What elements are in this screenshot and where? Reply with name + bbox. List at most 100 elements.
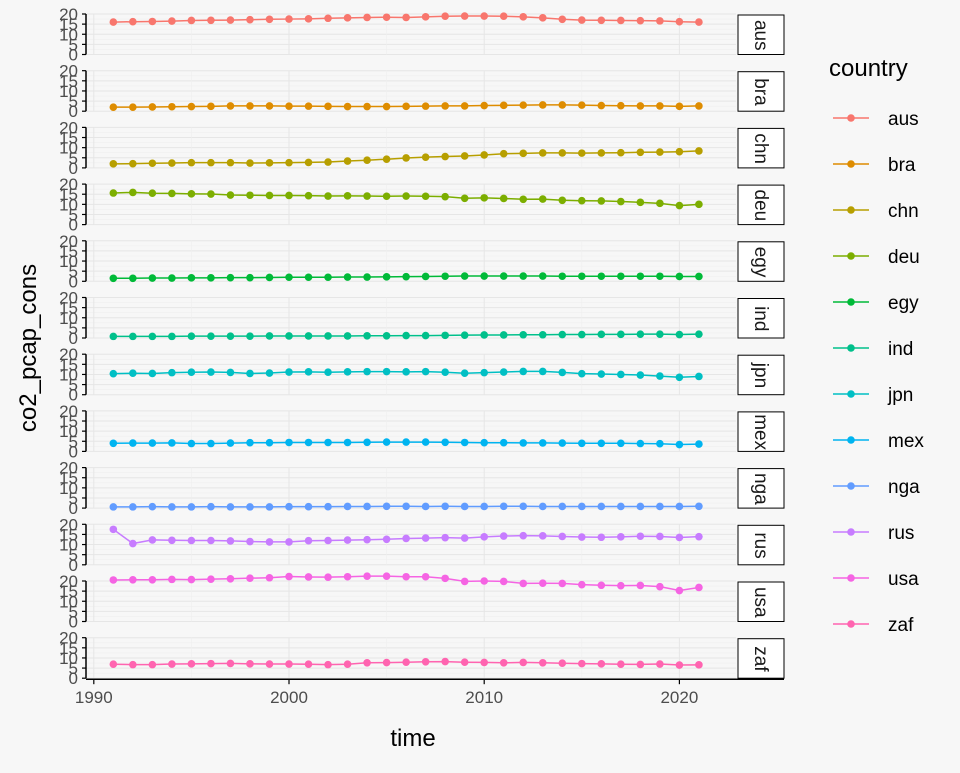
data-point [285, 158, 293, 167]
facet-strip-label: chn [750, 133, 771, 164]
data-point [519, 502, 528, 511]
data-point [480, 577, 488, 585]
data-point [265, 273, 274, 282]
data-point [265, 369, 274, 377]
data-point [597, 149, 606, 157]
data-point [226, 16, 235, 24]
y-tick-label: 5 [69, 376, 78, 395]
data-point [265, 503, 274, 511]
data-point [402, 272, 410, 281]
data-point [695, 102, 703, 110]
data-point [617, 330, 625, 339]
y-tick-label: 15 [59, 185, 78, 204]
y-tick-label: 20 [59, 515, 78, 534]
data-point [402, 102, 410, 111]
data-point [304, 273, 313, 282]
y-tick-label: 10 [59, 536, 78, 555]
data-point [129, 439, 137, 447]
data-point [675, 502, 684, 511]
data-point [109, 103, 118, 111]
y-tick-label: 15 [59, 242, 78, 261]
data-point [695, 18, 703, 26]
data-point [441, 368, 449, 377]
y-tick-label: 15 [59, 355, 78, 374]
data-point [538, 101, 547, 109]
facet-strip-label: usa [750, 587, 771, 618]
legend-key-point [847, 482, 855, 490]
facet-strip [737, 14, 785, 55]
data-point [304, 368, 313, 376]
data-point [343, 660, 352, 669]
data-point [382, 572, 391, 580]
data-point [109, 525, 118, 534]
data-point [558, 579, 567, 588]
data-point [324, 192, 332, 200]
data-point [558, 368, 567, 377]
facet-strip-label: deu [750, 189, 771, 221]
data-point [226, 537, 235, 545]
legend-key-point [847, 114, 855, 122]
data-point [441, 272, 449, 281]
data-point [304, 15, 313, 23]
data-point [246, 191, 254, 200]
data-point [265, 15, 274, 24]
data-point [421, 13, 430, 21]
y-tick-label: 5 [69, 546, 78, 565]
legend-label: chn [888, 201, 919, 222]
data-point [460, 658, 469, 667]
data-point [285, 332, 293, 340]
data-point [382, 367, 391, 376]
y-tick-label: 5 [69, 659, 78, 678]
y-tick-label: 10 [59, 25, 78, 44]
data-point [577, 149, 586, 157]
data-point [148, 369, 157, 378]
data-point [382, 273, 391, 281]
data-point [324, 660, 332, 669]
y-tick-label: 15 [59, 582, 78, 601]
data-point [109, 274, 118, 283]
data-point [304, 536, 313, 545]
legend-item-aus: aus [833, 109, 919, 130]
data-point [207, 575, 215, 583]
data-point [324, 273, 332, 282]
data-point [129, 539, 137, 548]
data-point [421, 272, 430, 281]
data-point [187, 439, 196, 448]
legend-item-chn: chn [833, 201, 919, 222]
data-point [265, 159, 274, 167]
data-point [363, 535, 371, 544]
data-point [148, 502, 157, 511]
data-point [187, 503, 196, 511]
data-point [617, 197, 625, 206]
data-point [480, 194, 488, 202]
data-point [285, 572, 293, 581]
data-point [675, 440, 684, 449]
y-tick-label: 0 [69, 216, 78, 235]
y-tick-label: 5 [69, 92, 78, 111]
data-point [148, 575, 157, 584]
facet-strip [737, 638, 785, 679]
data-point [324, 573, 332, 581]
data-point [695, 502, 703, 511]
legend-key-point [847, 390, 855, 398]
data-point [597, 272, 606, 281]
data-point [519, 330, 528, 339]
data-point [656, 17, 664, 25]
facet-strip-label: zaf [750, 646, 771, 672]
data-point [558, 502, 567, 511]
data-point [187, 158, 196, 167]
data-point [617, 660, 625, 669]
legend-key-point [847, 160, 855, 168]
y-tick-label: 20 [59, 118, 78, 137]
legend-label: nga [888, 477, 920, 498]
facet-strip [737, 411, 785, 452]
legend-label: rus [888, 523, 914, 544]
x-axis: 1990 2000 2010 2020 [75, 678, 784, 707]
facet-strip-label: ind [750, 306, 771, 331]
data-point [460, 194, 469, 203]
y-tick-label: 5 [69, 149, 78, 168]
data-point [441, 102, 449, 110]
data-point [480, 502, 488, 511]
data-point [148, 274, 157, 282]
